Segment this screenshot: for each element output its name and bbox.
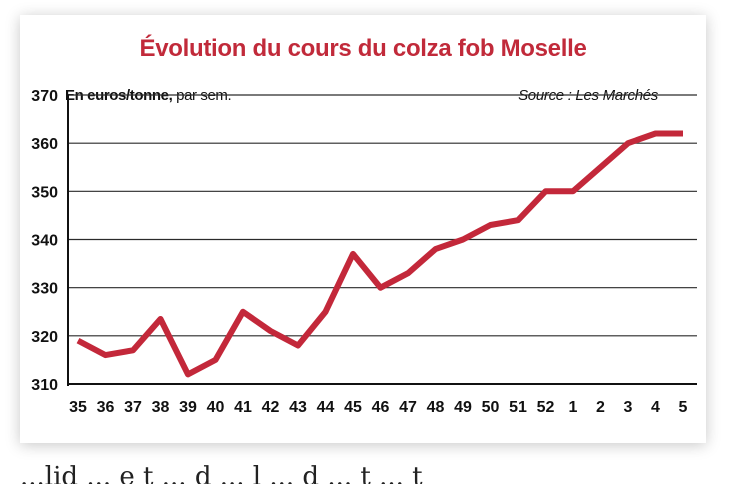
- y-tick-label: 320: [31, 329, 58, 346]
- y-tick-label: 340: [31, 233, 58, 250]
- data-point: [600, 167, 601, 168]
- y-tick-label: 360: [31, 136, 58, 153]
- data-point: [270, 331, 271, 332]
- x-tick-label: 52: [537, 399, 555, 416]
- x-tick-label: 36: [97, 399, 115, 416]
- x-tick-label: 5: [679, 399, 688, 416]
- data-point: [133, 350, 134, 351]
- y-tick-label: 350: [31, 184, 58, 201]
- data-point: [188, 374, 189, 375]
- x-tick-label: 48: [427, 399, 445, 416]
- series-line: [76, 130, 683, 378]
- x-tick-label: 38: [152, 399, 170, 416]
- data-point: [545, 191, 546, 192]
- x-tick-label: 41: [234, 399, 252, 416]
- data-point: [380, 287, 381, 288]
- data-point: [353, 253, 354, 254]
- x-tick-label: 4: [651, 399, 660, 416]
- x-tick-label: 35: [69, 399, 87, 416]
- x-tick-label: 50: [482, 399, 500, 416]
- data-point: [655, 133, 656, 134]
- data-point: [408, 273, 409, 274]
- data-point: [160, 318, 161, 319]
- data-point: [325, 311, 326, 312]
- data-point: [78, 340, 79, 341]
- x-tick-label: 44: [317, 399, 335, 416]
- chart-title: Évolution du cours du colza fob Moselle: [139, 35, 587, 62]
- x-tick-label: 45: [344, 399, 362, 416]
- data-point: [215, 359, 216, 360]
- data-point: [573, 191, 574, 192]
- x-tick-label: 43: [289, 399, 307, 416]
- data-point: [628, 143, 629, 144]
- y-tick-label: 370: [31, 88, 58, 105]
- y-tick-label: 310: [31, 377, 58, 394]
- x-tick-label: 51: [509, 399, 527, 416]
- x-tick-label: 37: [124, 399, 142, 416]
- x-tick-label: 3: [624, 399, 633, 416]
- x-tick-label: 2: [596, 399, 605, 416]
- data-point: [435, 249, 436, 250]
- x-tick-label: 39: [179, 399, 197, 416]
- data-point: [490, 225, 491, 226]
- cropped-body-text: ...lid ... e t ... d ... l ... d ... t .…: [20, 462, 423, 484]
- data-point: [683, 133, 684, 134]
- chart-card: Évolution du cours du colza fob Moselle …: [20, 15, 706, 443]
- x-tick-label: 40: [207, 399, 225, 416]
- x-tick-label: 47: [399, 399, 417, 416]
- y-tick-label: 330: [31, 281, 58, 298]
- x-tick-label: 1: [569, 399, 578, 416]
- data-point: [105, 355, 106, 356]
- data-point: [518, 220, 519, 221]
- data-point: [463, 239, 464, 240]
- data-point: [243, 311, 244, 312]
- x-tick-label: 42: [262, 399, 280, 416]
- data-point: [298, 345, 299, 346]
- x-tick-label: 46: [372, 399, 390, 416]
- x-tick-label: 49: [454, 399, 472, 416]
